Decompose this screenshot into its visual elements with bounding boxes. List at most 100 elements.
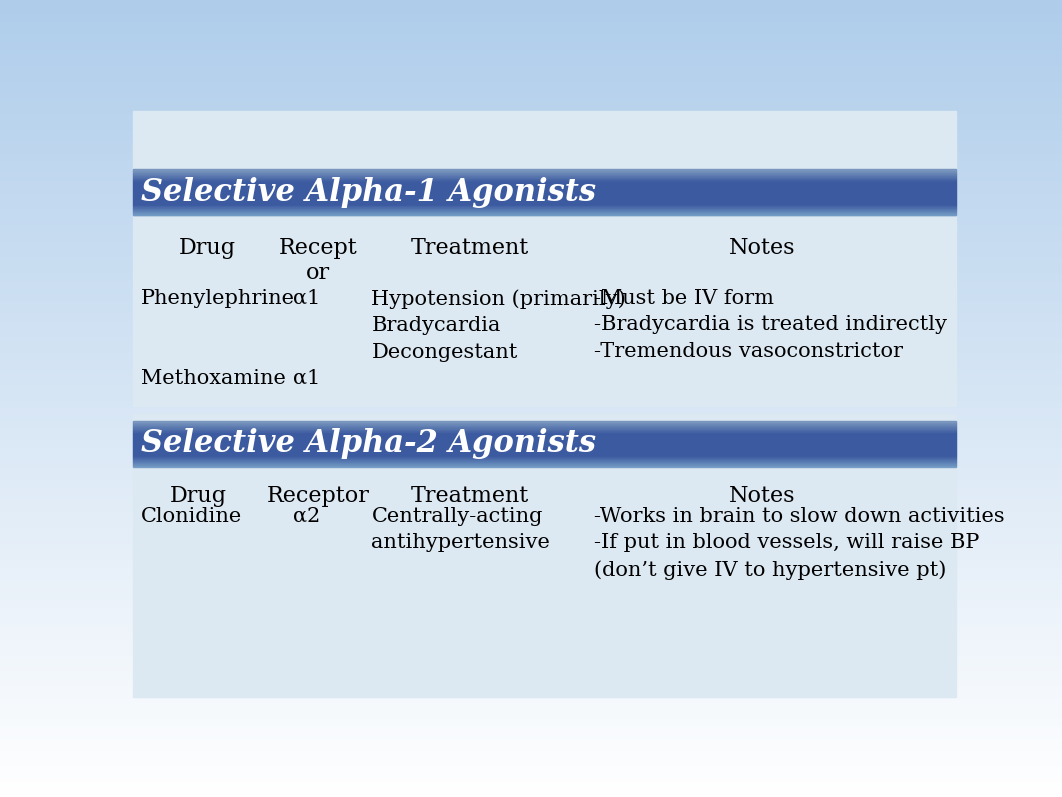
Bar bbox=[0, 207, 1062, 211]
Bar bbox=[0, 438, 1062, 442]
Bar bbox=[0, 40, 1062, 44]
Bar bbox=[0, 761, 1062, 765]
Bar bbox=[0, 319, 1062, 323]
Bar bbox=[0, 462, 1062, 466]
Bar bbox=[0, 654, 1062, 658]
Bar bbox=[0, 610, 1062, 614]
Text: Notes: Notes bbox=[730, 485, 795, 508]
Bar bbox=[0, 781, 1062, 785]
Bar bbox=[0, 335, 1062, 339]
Bar bbox=[0, 550, 1062, 554]
Bar bbox=[0, 112, 1062, 116]
Bar bbox=[0, 52, 1062, 56]
Bar bbox=[0, 155, 1062, 159]
Bar bbox=[0, 72, 1062, 76]
Bar bbox=[0, 530, 1062, 534]
Bar bbox=[0, 247, 1062, 251]
Bar bbox=[0, 578, 1062, 582]
Bar bbox=[0, 191, 1062, 195]
Text: Hypotension (primarily)
Bradycardia
Decongestant: Hypotension (primarily) Bradycardia Deco… bbox=[372, 289, 627, 362]
Bar bbox=[0, 183, 1062, 187]
Bar bbox=[0, 486, 1062, 490]
Bar bbox=[0, 478, 1062, 482]
Bar bbox=[0, 391, 1062, 395]
Text: -Must be IV form
-Bradycardia is treated indirectly
-Tremendous vasoconstrictor: -Must be IV form -Bradycardia is treated… bbox=[594, 289, 946, 361]
Bar bbox=[0, 379, 1062, 383]
Bar bbox=[133, 414, 956, 697]
Bar bbox=[0, 311, 1062, 315]
Bar bbox=[0, 498, 1062, 502]
Bar bbox=[0, 725, 1062, 729]
Bar bbox=[0, 243, 1062, 247]
Bar bbox=[0, 470, 1062, 474]
Text: Treatment: Treatment bbox=[411, 485, 529, 508]
Bar bbox=[0, 398, 1062, 402]
Text: α2: α2 bbox=[293, 507, 321, 526]
Bar bbox=[0, 60, 1062, 64]
Bar bbox=[0, 518, 1062, 522]
Bar bbox=[0, 737, 1062, 741]
Bar bbox=[0, 0, 1062, 4]
Text: Clonidine: Clonidine bbox=[141, 507, 242, 526]
Bar bbox=[0, 618, 1062, 622]
Bar bbox=[0, 199, 1062, 203]
Bar bbox=[0, 586, 1062, 590]
Bar bbox=[0, 44, 1062, 48]
Bar bbox=[0, 12, 1062, 16]
Bar bbox=[0, 745, 1062, 749]
Bar bbox=[0, 359, 1062, 363]
Bar bbox=[0, 514, 1062, 518]
Bar bbox=[0, 132, 1062, 135]
Bar bbox=[0, 574, 1062, 578]
Bar bbox=[0, 662, 1062, 665]
Bar bbox=[0, 582, 1062, 586]
Bar bbox=[0, 494, 1062, 498]
Bar bbox=[0, 159, 1062, 163]
Bar bbox=[0, 638, 1062, 642]
Bar bbox=[0, 685, 1062, 689]
Bar bbox=[0, 16, 1062, 20]
Bar bbox=[0, 606, 1062, 610]
Bar bbox=[0, 777, 1062, 781]
Bar bbox=[0, 64, 1062, 68]
Bar bbox=[0, 251, 1062, 255]
Bar bbox=[0, 303, 1062, 307]
Text: Phenylephrine: Phenylephrine bbox=[141, 289, 295, 308]
Bar bbox=[0, 785, 1062, 789]
Bar bbox=[0, 80, 1062, 84]
Bar bbox=[0, 187, 1062, 191]
Bar bbox=[0, 562, 1062, 566]
Bar bbox=[0, 56, 1062, 60]
Bar bbox=[0, 283, 1062, 287]
Bar bbox=[0, 147, 1062, 151]
Bar bbox=[133, 111, 956, 406]
Bar bbox=[0, 331, 1062, 335]
Bar bbox=[0, 430, 1062, 434]
Bar bbox=[0, 139, 1062, 143]
Bar bbox=[0, 124, 1062, 128]
Bar bbox=[0, 510, 1062, 514]
Bar bbox=[0, 474, 1062, 478]
Bar bbox=[0, 363, 1062, 367]
Bar bbox=[0, 195, 1062, 199]
Bar bbox=[0, 729, 1062, 733]
Bar bbox=[0, 96, 1062, 100]
Bar bbox=[0, 701, 1062, 705]
Bar bbox=[0, 733, 1062, 737]
Bar bbox=[0, 697, 1062, 701]
Bar bbox=[0, 526, 1062, 530]
Bar bbox=[0, 598, 1062, 602]
Bar bbox=[0, 642, 1062, 646]
Text: α1: α1 bbox=[293, 289, 321, 308]
Bar bbox=[0, 8, 1062, 12]
Bar bbox=[0, 614, 1062, 618]
Bar bbox=[0, 446, 1062, 450]
Bar bbox=[0, 749, 1062, 753]
Bar bbox=[0, 175, 1062, 179]
Bar bbox=[0, 279, 1062, 283]
Bar bbox=[0, 406, 1062, 410]
Bar bbox=[0, 36, 1062, 40]
Bar bbox=[0, 422, 1062, 426]
Bar bbox=[0, 327, 1062, 331]
Bar bbox=[0, 307, 1062, 311]
